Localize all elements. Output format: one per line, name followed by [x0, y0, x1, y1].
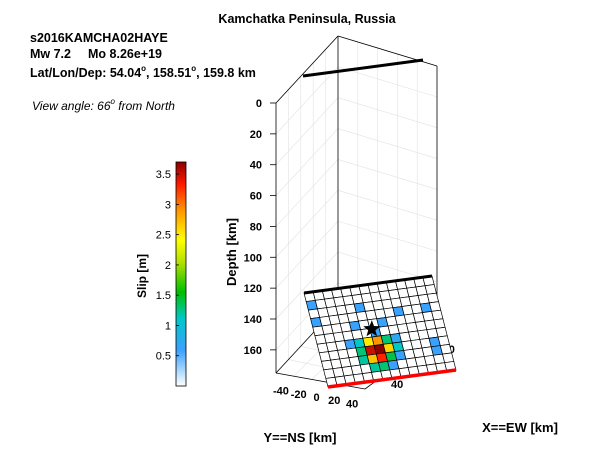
colorbar-tick-label: 0.5: [156, 351, 171, 363]
colorbar: [175, 161, 187, 387]
hypocenter-star: [363, 320, 381, 337]
depth-tick-label: 140: [244, 314, 262, 326]
depth-gridline: [275, 251, 339, 320]
slip-cell: [439, 343, 453, 355]
colorbar-tick-label: 1.5: [156, 290, 171, 302]
depth-tick-label: 120: [244, 283, 262, 295]
depth-tick-label: 20: [250, 129, 262, 141]
depth-gridline: [275, 66, 339, 135]
fault-bottom-edge: [327, 368, 457, 389]
colorbar-tick-label: 2: [165, 260, 171, 272]
location-line: Lat/Lon/Dep: 54.04o, 158.51o, 159.8 km: [30, 64, 256, 80]
slip-cell: [435, 326, 448, 338]
fault-top-edge: [303, 274, 433, 295]
magnitude-text: Mw 7.2: [30, 47, 71, 61]
view-prefix: View angle:: [32, 99, 97, 113]
ns-tick-label: 40: [346, 398, 358, 410]
slip-cell: [442, 352, 455, 364]
box-edge: [275, 372, 366, 390]
ns-tick-label: 20: [328, 395, 340, 407]
depth-gridline: [337, 220, 438, 252]
depth-tick-label: 60: [250, 191, 262, 203]
slip-cell: [433, 318, 446, 329]
surface-trace: [302, 58, 424, 78]
depth-gridline: [337, 66, 438, 98]
ns-tick-label: 0: [313, 392, 319, 404]
depth-gridline: [337, 189, 438, 221]
ns-tick-label: -20: [291, 389, 307, 401]
view-angle: View angle: 66o from North: [32, 97, 175, 113]
lat-value: 54.04: [110, 66, 141, 80]
depth-value: 159.8 km: [203, 66, 256, 80]
colorbar-tick-label: 2.5: [156, 230, 171, 242]
chart-title: Kamchatka Peninsula, Russia: [218, 12, 396, 26]
depth-tick-label: 0: [256, 98, 262, 110]
slip-cell: [431, 309, 444, 321]
lon-value: 158.51: [153, 66, 191, 80]
slip-cell: [424, 284, 437, 295]
location-prefix: Lat/Lon/Dep:: [30, 66, 110, 80]
colorbar-tick-label: 1: [165, 320, 171, 332]
box-edge: [275, 35, 339, 104]
colorbar-tick-label: 3: [165, 199, 171, 211]
ns-tick-label: -40: [273, 386, 289, 398]
depth-gridline: [275, 190, 339, 258]
depth-tick-label: 80: [250, 221, 262, 233]
depth-gridline: [275, 97, 339, 165]
colorbar-tick-label: 3.5: [156, 169, 171, 181]
view-degree: o: [111, 97, 116, 106]
slip-cell: [428, 301, 442, 312]
depth-gridline: [275, 128, 339, 196]
slip-cell: [426, 292, 439, 304]
view-value: 66: [97, 99, 111, 113]
depth-gridline: [337, 128, 438, 159]
view-suffix: from North: [115, 99, 175, 113]
ns-tick-labels: -40 -20 0 20 40: [273, 386, 358, 411]
depth-gridline: [337, 97, 438, 129]
colorbar-label: Slip [m]: [135, 254, 149, 298]
lon-degree: o: [191, 64, 196, 73]
depth-gridline: [337, 159, 438, 190]
depth-tick-labels: 0 20 40 60 80 100 120 140 160: [244, 98, 262, 357]
axes-box: [270, 35, 438, 390]
depth-tick-label: 40: [250, 160, 262, 172]
depth-tick-label: 100: [244, 252, 262, 264]
moment-text: Mo 8.26e+19: [88, 47, 162, 61]
depth-axis-label: Depth [km]: [224, 218, 239, 286]
slip-cell: [437, 335, 450, 346]
event-id: s2016KAMCHA02HAYE: [30, 31, 168, 45]
depth-gridline: [275, 159, 339, 227]
ew-axis-label: X==EW [km]: [482, 420, 558, 435]
colorbar-ticks: 0.5 1 1.5 2 2.5 3 3.5: [156, 169, 179, 363]
ns-axis-label: Y==NS [km]: [264, 430, 337, 445]
ew-tick-label: 40: [391, 379, 403, 391]
depth-gridline: [275, 220, 339, 289]
lat-degree: o: [141, 64, 146, 73]
magnitude-moment: Mw 7.2 Mo 8.26e+19: [30, 47, 162, 61]
depth-tick-label: 160: [244, 345, 262, 357]
fault-plane: [303, 274, 457, 389]
